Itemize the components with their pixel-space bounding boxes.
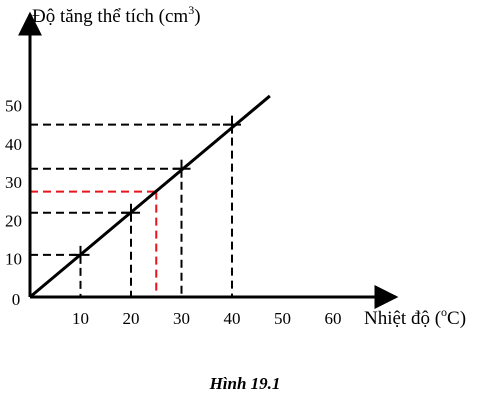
x-axis-label: Nhiệt độ (oC)	[364, 305, 466, 329]
x-tick-label-60: 60	[325, 309, 342, 328]
x-tick-label-30: 30	[173, 309, 190, 328]
y-tick-label-10: 10	[5, 250, 22, 269]
x-tick-label-20: 20	[123, 309, 140, 328]
data-line	[29, 94, 271, 299]
data-points	[71, 115, 241, 264]
data-point-4	[223, 115, 241, 134]
data-point-2	[122, 203, 140, 222]
y-axis-label: Độ tăng thể tích (cm3)	[32, 3, 201, 27]
data-point-1	[71, 245, 90, 264]
x-tick-label-40: 40	[224, 309, 241, 328]
data-point-3	[172, 159, 191, 178]
y-tick-label-20: 20	[5, 211, 22, 230]
highlight-guides	[30, 190, 158, 297]
y-tick-label-40: 40	[5, 135, 22, 154]
y-tick-label-50: 50	[5, 97, 22, 116]
x-tick-label-50: 50	[274, 309, 291, 328]
figure-caption: Hình 19.1	[209, 374, 281, 393]
y-tick-label-30: 30	[5, 173, 22, 192]
origin-label: 0	[12, 290, 21, 309]
x-tick-labels: 10 20 30 40 50 60	[72, 309, 342, 328]
x-tick-label-10: 10	[72, 309, 89, 328]
y-tick-labels: 10 20 30 40 50	[5, 97, 22, 269]
